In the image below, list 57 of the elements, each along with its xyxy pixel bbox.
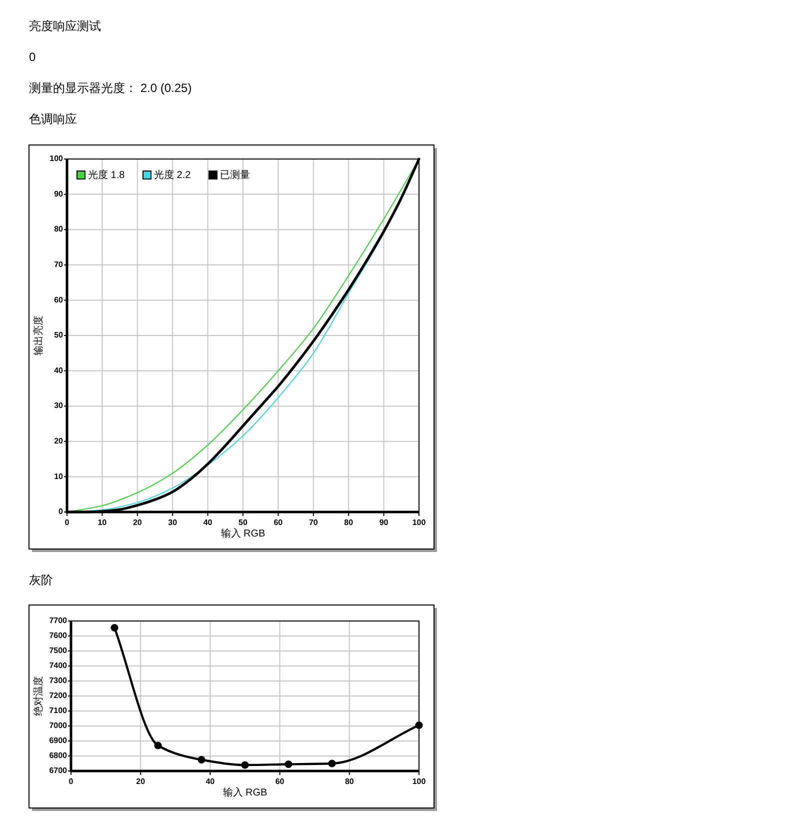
y-tick-label: 7100 <box>49 706 68 716</box>
legend-label: 光度 1.8 <box>88 169 126 182</box>
x-tick-label: 40 <box>203 518 213 528</box>
y-axis-title: 绝对温度 <box>32 676 45 716</box>
y-tick-label: 7500 <box>49 646 68 656</box>
y-tick-label: 70 <box>54 260 64 270</box>
y-tick-label: 7600 <box>49 631 68 640</box>
x-tick-label: 100 <box>412 777 426 786</box>
x-tick-label: 80 <box>344 777 354 786</box>
y-tick-label: 6900 <box>49 736 68 746</box>
title: 色调响应 <box>29 112 77 126</box>
x-axis-title: 输入 RGB <box>220 528 266 540</box>
point <box>154 742 162 750</box>
annotation: 0 <box>29 50 36 64</box>
y-tick-label: 7000 <box>49 721 68 730</box>
x-tick-label: 20 <box>132 518 142 528</box>
y-tick-label: 60 <box>54 295 64 304</box>
y-tick-label: 10 <box>54 472 64 481</box>
point <box>415 721 423 730</box>
y-tick-label: 6700 <box>49 766 68 776</box>
x-tick-label: 90 <box>379 518 389 528</box>
x-axis-title: 输入 RGB <box>222 786 268 799</box>
x-tick-label: 100 <box>412 518 426 528</box>
y-tick-label: 7200 <box>49 691 68 700</box>
y-tick-label: 7400 <box>49 661 68 670</box>
x-tick-label: 20 <box>136 777 146 786</box>
y-tick-label: 7700 <box>49 616 68 626</box>
y-tick-label: 90 <box>54 189 64 198</box>
x-tick-label: 30 <box>168 518 178 528</box>
x-tick-label: 50 <box>238 518 248 528</box>
y-tick-label: 0 <box>58 507 64 516</box>
point <box>328 760 336 768</box>
x-tick-label: 0 <box>68 777 74 786</box>
x-tick-label: 60 <box>275 777 285 786</box>
y-tick-label: 40 <box>54 366 64 375</box>
legend-label: 光度 2.2 <box>154 169 192 182</box>
legend-label: 已测量 <box>220 169 250 182</box>
y-tick-label: 50 <box>54 330 64 340</box>
point <box>241 761 249 769</box>
annotation: 测量的显示器光度： 2.0 (0.25) <box>29 81 192 96</box>
y-tick-label: 20 <box>54 436 64 446</box>
y-tick-label: 30 <box>54 401 64 410</box>
point <box>110 624 118 632</box>
y-axis-title: 输出亮度 <box>32 316 45 356</box>
point <box>284 760 292 768</box>
x-tick-label: 70 <box>308 518 318 528</box>
y-tick-label: 7300 <box>49 676 68 686</box>
x-tick-label: 60 <box>274 518 284 528</box>
x-tick-label: 80 <box>344 518 354 528</box>
y-tick-label: 100 <box>50 154 64 164</box>
x-tick-label: 10 <box>98 518 108 528</box>
point <box>198 756 206 764</box>
annotation: 亮度响应测试 <box>29 19 101 34</box>
title: 灰阶 <box>29 573 53 588</box>
y-tick-label: 80 <box>54 224 64 234</box>
y-tick-label: 6800 <box>49 751 68 760</box>
x-tick-label: 40 <box>206 777 216 786</box>
